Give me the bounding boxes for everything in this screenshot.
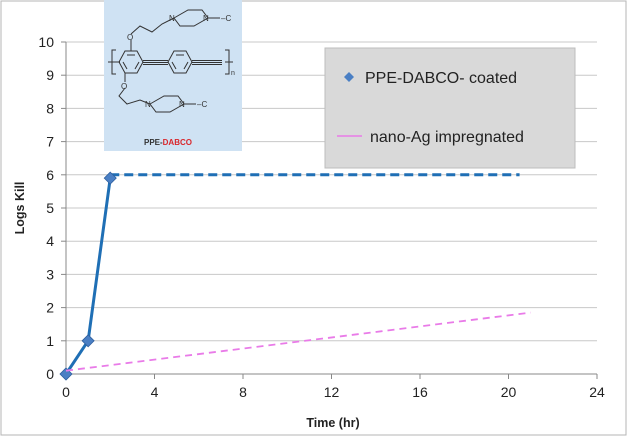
svg-text:N: N bbox=[169, 14, 175, 23]
y-tick-label-1: 1 bbox=[46, 333, 54, 349]
chemical-structure-drawing bbox=[108, 9, 233, 113]
x-tick-label-12: 12 bbox=[324, 384, 340, 400]
y-tick-label-10: 10 bbox=[38, 34, 54, 50]
svg-text:O: O bbox=[127, 33, 133, 42]
inset-caption: PPE-DABCO bbox=[144, 138, 192, 147]
y-tick-label-3: 3 bbox=[46, 266, 54, 282]
x-axis-title: Time (hr) bbox=[306, 416, 359, 430]
series-point-ppe-dabco-coated-2 bbox=[103, 171, 117, 185]
inset-caption-highlight: DABCO bbox=[163, 138, 192, 147]
legend: PPE-DABCO- coated nano-Ag impregnated bbox=[324, 47, 576, 169]
x-tick-label-0: 0 bbox=[62, 384, 70, 400]
x-tick-label-8: 8 bbox=[239, 384, 247, 400]
chemical-structure-atoms: O O N N –C N N –C n bbox=[121, 14, 235, 109]
series-line-nano-ag-impregnated bbox=[65, 311, 531, 372]
svg-text:N: N bbox=[145, 100, 151, 109]
legend-label-nano-ag: nano-Ag impregnated bbox=[370, 129, 524, 146]
svg-text:n: n bbox=[231, 70, 235, 77]
legend-box bbox=[324, 47, 576, 169]
y-axis-title: Logs Kill bbox=[13, 182, 27, 235]
axes bbox=[61, 41, 598, 379]
y-tick-labels: 0 1 2 3 4 5 6 7 8 9 10 bbox=[38, 34, 54, 382]
y-tick-label-7: 7 bbox=[46, 134, 54, 150]
inset-background bbox=[104, 0, 242, 151]
y-tick-label-6: 6 bbox=[46, 167, 54, 183]
inset-caption-prefix: PPE- bbox=[144, 138, 163, 147]
svg-text:O: O bbox=[121, 82, 127, 91]
x-tick-label-20: 20 bbox=[501, 384, 517, 400]
x-tick-label-4: 4 bbox=[151, 384, 159, 400]
svg-text:–C: –C bbox=[197, 100, 207, 109]
y-tick-label-4: 4 bbox=[46, 233, 54, 249]
y-tick-label-0: 0 bbox=[46, 366, 54, 382]
y-tick-label-8: 8 bbox=[46, 100, 54, 116]
structure-inset: O O N N –C N N –C n PPE-DABCO bbox=[104, 0, 242, 151]
x-tick-label-24: 24 bbox=[589, 384, 605, 400]
svg-text:N: N bbox=[179, 100, 185, 109]
series-layer bbox=[59, 171, 531, 381]
x-tick-label-16: 16 bbox=[412, 384, 428, 400]
y-tick-label-5: 5 bbox=[46, 200, 54, 216]
y-tick-label-9: 9 bbox=[46, 67, 54, 83]
x-tick-labels: 0 4 8 12 16 20 24 bbox=[62, 384, 605, 400]
series-point-ppe-dabco-coated-1 bbox=[81, 334, 95, 348]
svg-text:–C: –C bbox=[221, 14, 231, 23]
legend-label-ppe-dabco: PPE-DABCO- coated bbox=[365, 70, 517, 87]
svg-text:N: N bbox=[203, 14, 209, 23]
y-tick-label-2: 2 bbox=[46, 300, 54, 316]
legend-marker-ppe-dabco bbox=[344, 72, 354, 82]
